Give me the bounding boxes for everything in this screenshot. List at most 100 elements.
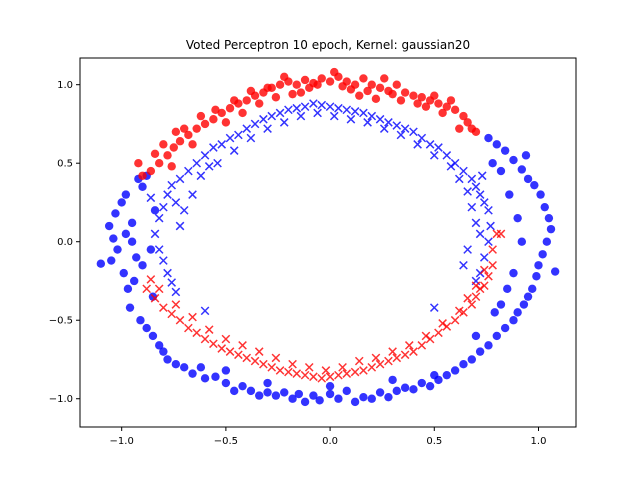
series-2-point-46 [479, 253, 489, 262]
series-0-point-29 [230, 386, 239, 396]
series-3-point-37 [450, 315, 460, 325]
series-0-point-86 [513, 213, 522, 223]
series-2-point-63 [263, 124, 272, 133]
series-0-point-84 [496, 166, 506, 176]
series-0-point-3 [111, 209, 120, 218]
series-2-point-76 [463, 187, 472, 196]
series-0-point-42 [334, 394, 343, 403]
series-3-point-21 [317, 373, 327, 383]
series-1-point-70 [271, 93, 281, 102]
series-2-point-38 [459, 166, 468, 176]
series-0-point-4 [117, 198, 126, 207]
series-0-point-19 [154, 341, 164, 350]
series-0-point-22 [171, 359, 181, 369]
series-0-point-95 [150, 206, 160, 215]
series-2-point-33 [417, 133, 427, 143]
series-2-point-85 [171, 198, 181, 207]
series-0-point-85 [505, 190, 514, 199]
series-2-point-44 [486, 221, 495, 231]
series-2-point-0 [154, 213, 164, 223]
series-3-point-43 [484, 271, 493, 281]
series-0-point-24 [188, 369, 197, 378]
series-3-point-5 [184, 323, 193, 333]
series-1-point-9 [209, 115, 218, 124]
series-3-point-58 [338, 363, 347, 372]
series-0-point-39 [309, 391, 318, 400]
series-3-point-22 [325, 372, 335, 382]
series-3-point-52 [238, 341, 247, 350]
series-1-point-63 [455, 124, 464, 133]
series-1-point-54 [313, 80, 322, 89]
series-3-point-31 [400, 350, 410, 360]
series-0-point-87 [517, 237, 527, 246]
series-1-point-53 [296, 88, 306, 97]
series-0-point-37 [294, 389, 304, 399]
series-2-point-65 [296, 111, 306, 121]
series-2-point-80 [463, 245, 472, 254]
series-0-point-40 [315, 396, 324, 405]
series-1-point-68 [238, 108, 247, 118]
series-3-point-59 [354, 356, 364, 366]
series-2-point-16 [275, 108, 285, 118]
series-3-point-42 [479, 281, 489, 291]
series-0-point-68 [532, 272, 541, 281]
x-tick-label-2: 0.0 [322, 436, 338, 447]
y-tick-label-2: 0.0 [57, 237, 73, 248]
series-0-point-50 [400, 383, 410, 392]
series-1-point-58 [380, 74, 389, 83]
series-1-point-76 [388, 89, 397, 99]
series-1-point-49 [230, 96, 239, 105]
series-2-point-55 [175, 221, 185, 231]
series-3-point-14 [259, 359, 268, 369]
series-0-point-34 [271, 391, 281, 400]
series-2-point-30 [392, 121, 402, 130]
series-2-point-42 [479, 198, 489, 207]
series-2-point-28 [375, 114, 385, 124]
series-2-point-84 [146, 193, 156, 203]
series-1-point-22 [317, 74, 326, 83]
series-3-point-19 [300, 370, 310, 380]
series-1-point-64 [134, 159, 143, 168]
series-0-point-30 [238, 381, 247, 391]
y-tick-label-4: 1.0 [57, 80, 73, 91]
series-0-point-10 [132, 253, 141, 262]
series-3-point-27 [367, 363, 377, 372]
series-1-point-23 [325, 77, 335, 86]
series-3-point-40 [471, 292, 481, 302]
series-0-point-103 [325, 381, 335, 391]
series-0-point-12 [138, 182, 147, 191]
series-1-point-20 [300, 75, 310, 85]
series-3-point-65 [454, 306, 464, 316]
series-2-point-79 [475, 229, 485, 239]
series-0-point-13 [96, 259, 106, 268]
series-0-point-21 [163, 355, 172, 364]
series-0-point-44 [350, 397, 360, 407]
series-2-point-22 [325, 102, 335, 112]
series-2-point-27 [367, 111, 377, 121]
series-1-point-0 [138, 171, 147, 180]
series-1-point-47 [196, 111, 206, 121]
series-0-point-99 [127, 237, 137, 246]
series-2-point-68 [346, 114, 356, 124]
series-1-point-48 [211, 105, 220, 115]
series-2-point-29 [384, 118, 393, 127]
series-0-point-64 [513, 308, 522, 317]
series-2-point-21 [317, 100, 327, 110]
series-1-point-55 [330, 67, 339, 77]
series-2-point-61 [229, 146, 239, 155]
series-0-point-62 [500, 323, 510, 333]
series-1-point-4 [169, 143, 178, 152]
series-3-point-68 [479, 265, 489, 275]
series-3-point-4 [175, 315, 185, 325]
series-3-point-66 [463, 293, 472, 303]
series-2-point-77 [467, 202, 477, 212]
data-points [96, 67, 560, 407]
series-0-point-82 [484, 133, 493, 143]
series-3-point-7 [200, 334, 210, 344]
series-1-point-39 [459, 111, 468, 121]
series-0-point-55 [442, 370, 451, 380]
series-2-point-52 [163, 268, 172, 278]
series-2-point-60 [213, 158, 222, 168]
series-0-point-59 [475, 347, 485, 356]
